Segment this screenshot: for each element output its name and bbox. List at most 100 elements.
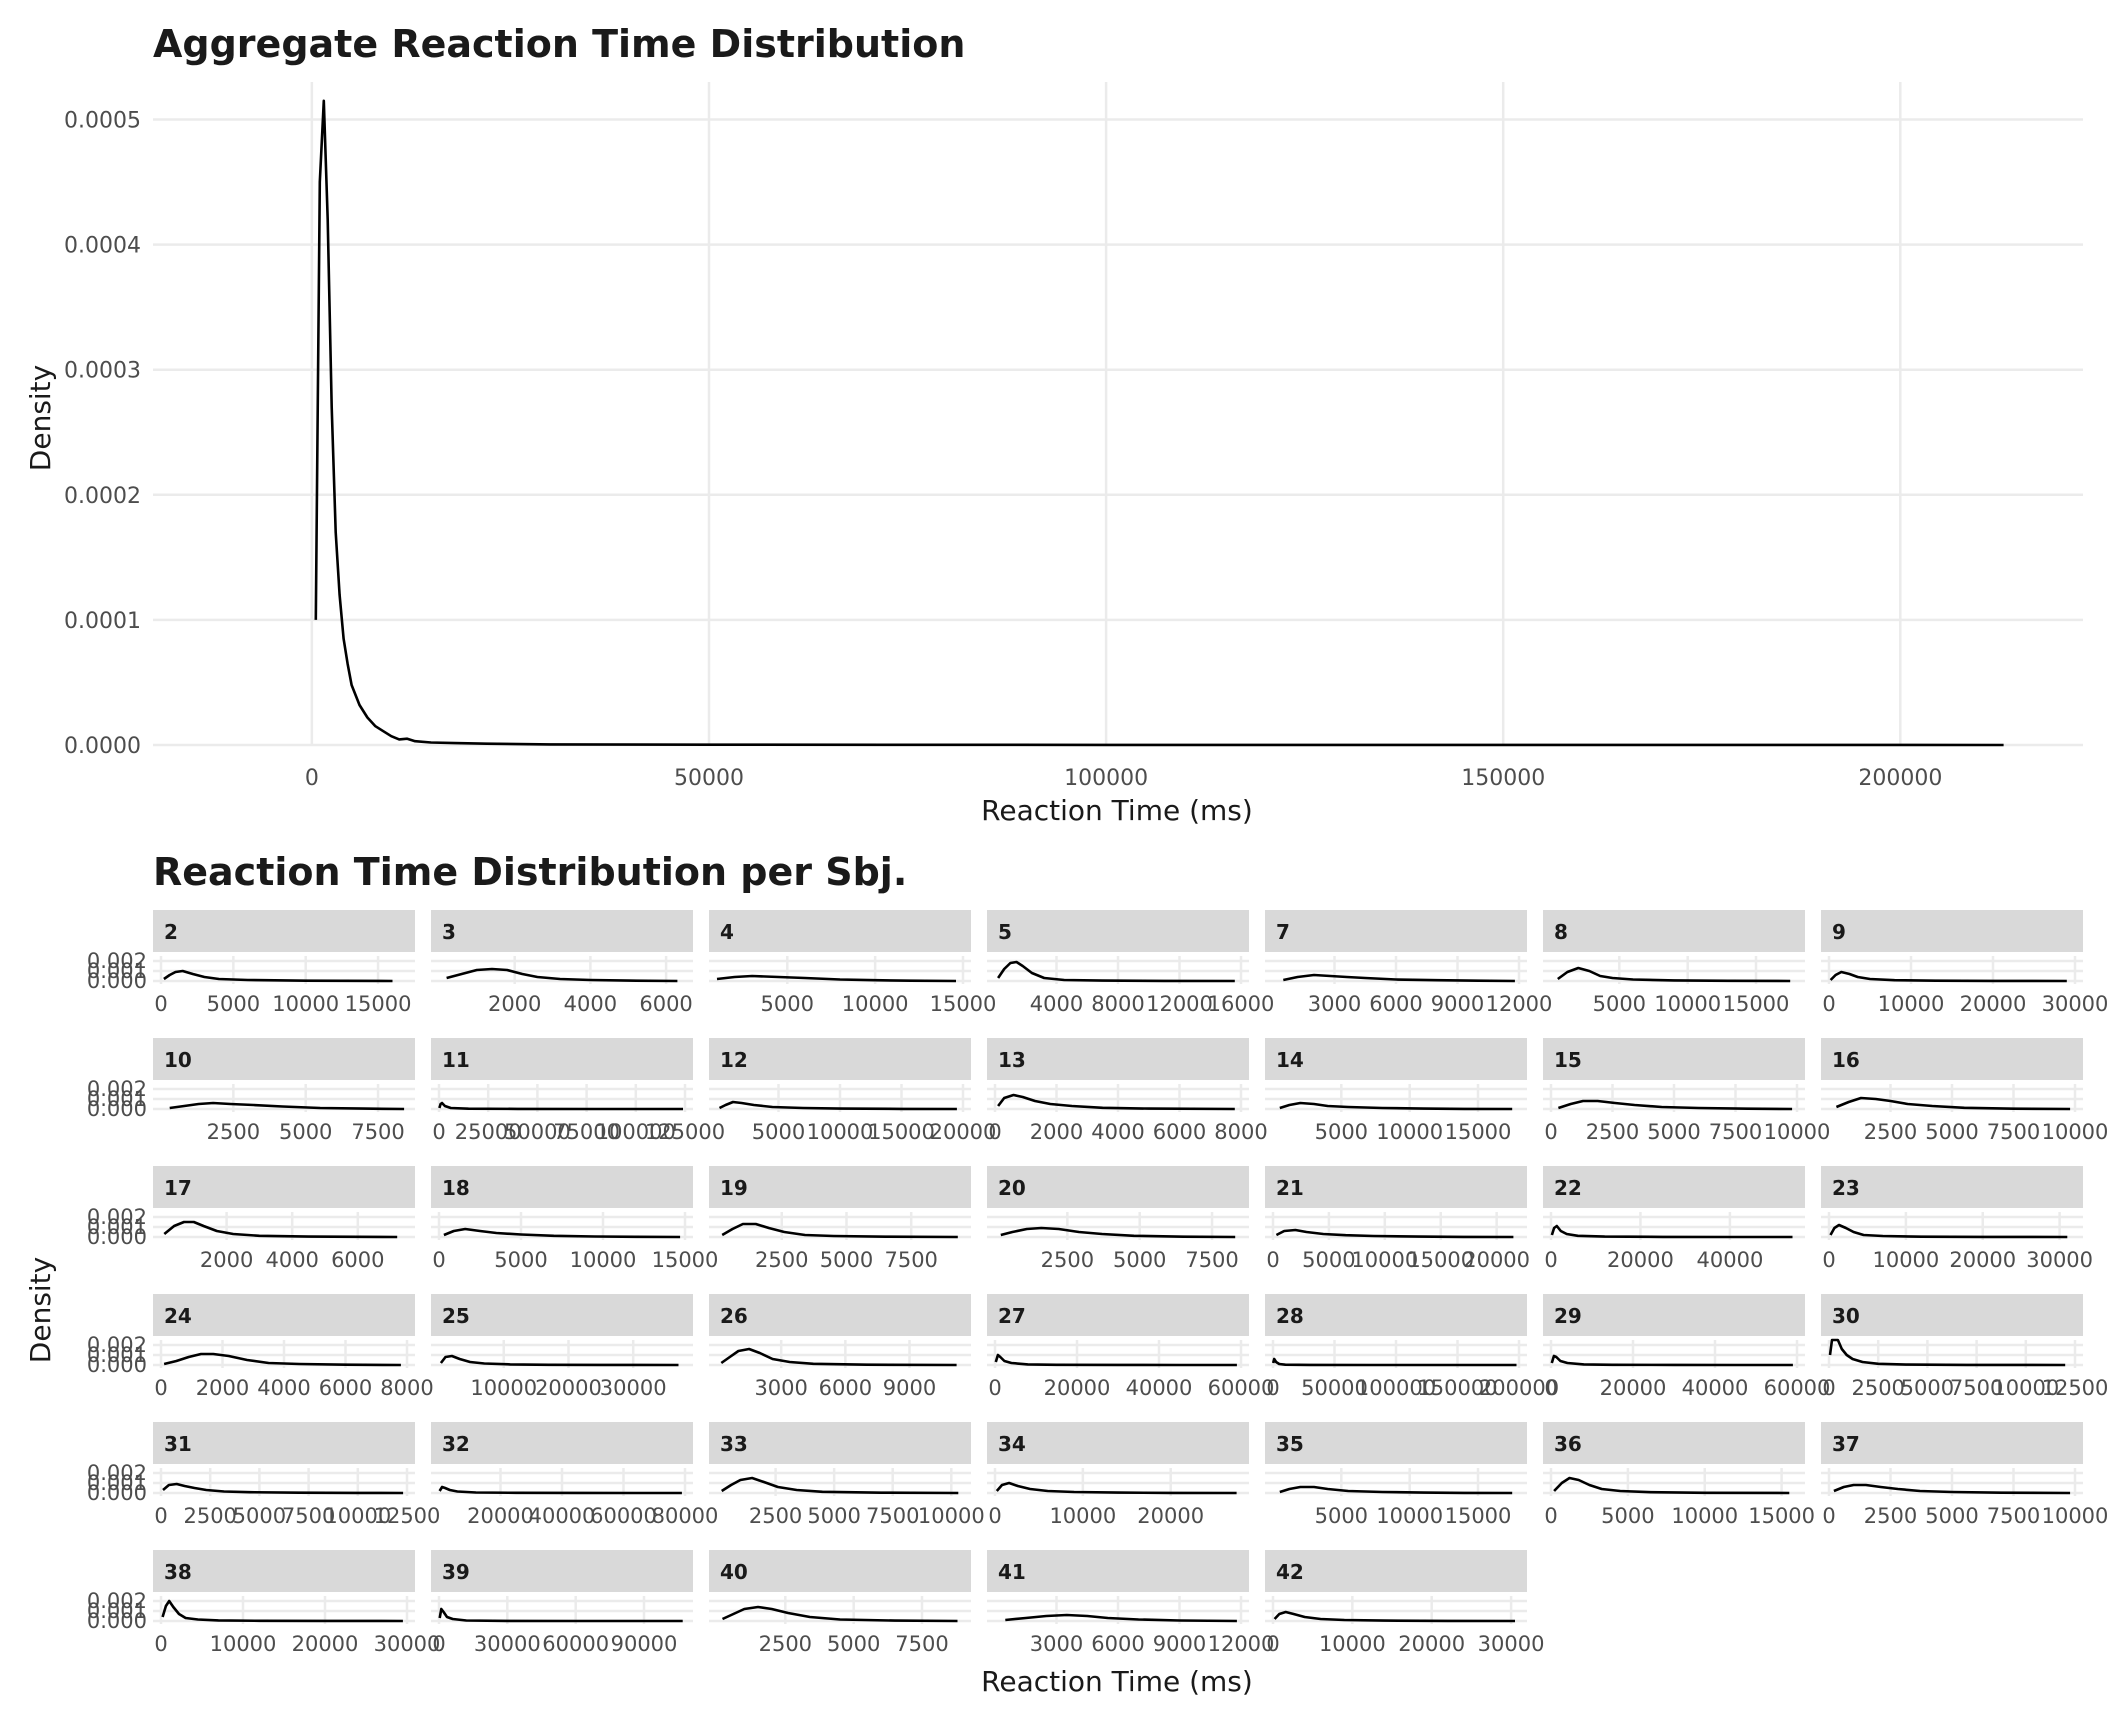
x-tick-label: 30000 — [2026, 1248, 2093, 1272]
x-tick-label: 0 — [1544, 1504, 1557, 1528]
facet-panel-42: 42 0 10000 20000 30000 — [1265, 1550, 1544, 1656]
x-tick-label: 20000 — [467, 1504, 534, 1528]
density-line — [997, 1093, 1235, 1111]
y-tick-label: 0.001 — [87, 1215, 147, 1239]
facet-strip — [709, 1550, 971, 1592]
density-line — [439, 1354, 679, 1367]
density-line — [1829, 970, 2067, 983]
x-tick-label: 60000 — [542, 1632, 609, 1656]
y-tick-label: 0.000 — [87, 969, 147, 993]
facet-strip — [153, 910, 415, 952]
density-line — [1833, 1483, 2071, 1495]
x-tick-label: 10000 — [842, 992, 909, 1016]
facet-strip-label: 23 — [1832, 1176, 1860, 1200]
x-tick-label: 2500 — [1851, 1376, 1904, 1400]
x-tick-label: 10000 — [1764, 1120, 1831, 1144]
x-tick-label: 0 — [988, 1120, 1001, 1144]
density-line — [1273, 1610, 1516, 1623]
facet-strip-label: 31 — [164, 1432, 192, 1456]
aggregate-x-axis-title: Reaction Time (ms) — [981, 794, 1253, 827]
facet-panel-41: 41 3000 6000 9000 12000 — [987, 1550, 1274, 1656]
facet-strip — [431, 1166, 693, 1208]
density-line — [438, 1101, 683, 1111]
x-tick-label: 7500 — [884, 1248, 937, 1272]
facet-strip — [709, 1294, 971, 1336]
density-line — [1557, 966, 1791, 983]
x-tick-label: 9000 — [883, 1376, 936, 1400]
facet-strip — [1543, 1038, 1805, 1080]
density-line — [443, 1227, 681, 1239]
y-tick-label: 0.001 — [87, 1343, 147, 1367]
x-tick-label: 7500 — [1987, 1120, 2040, 1144]
x-tick-label: 20000 — [1607, 1248, 1674, 1272]
facet-strip-label: 18 — [442, 1176, 470, 1200]
facet-strip — [153, 1294, 415, 1336]
facet-panel-27: 27 0 20000 40000 60000 — [987, 1294, 1274, 1400]
x-tick-label: 10000 — [1992, 1376, 2059, 1400]
facet-chart: Reaction Time Distribution per Sbj. Reac… — [24, 850, 2108, 1698]
facet-strip — [1543, 1294, 1805, 1336]
x-tick-label: 15000 — [1407, 1248, 1474, 1272]
x-tick-label: 0 — [432, 1632, 445, 1656]
x-tick-label: 15000 — [868, 1120, 935, 1144]
facet-strip-label: 36 — [1554, 1432, 1582, 1456]
facet-strip — [1821, 910, 2083, 952]
facet-y-axis-title: Density — [24, 1257, 57, 1363]
facet-panel-39: 39 0 30000 60000 90000 — [431, 1550, 693, 1656]
facet-strip-label: 28 — [1276, 1304, 1304, 1328]
y-tick-label: 0.0005 — [64, 109, 141, 134]
y-tick-label: 0.001 — [87, 1471, 147, 1495]
x-tick-label: 3000 — [754, 1376, 807, 1400]
facet-strip-label: 24 — [164, 1304, 192, 1328]
x-tick-label: 20000 — [1398, 1632, 1465, 1656]
x-tick-label: 12000 — [1146, 992, 1213, 1016]
density-line — [995, 1481, 1237, 1495]
facet-strip — [1821, 1422, 2083, 1464]
x-tick-label: 2500 — [1864, 1120, 1917, 1144]
x-tick-label: 4000 — [257, 1376, 310, 1400]
x-tick-label: 5000 — [1315, 1120, 1368, 1144]
x-tick-label: 5000 — [1925, 1120, 1978, 1144]
x-tick-label: 100000 — [1356, 1376, 1436, 1400]
x-tick-label: 10000 — [1319, 1632, 1386, 1656]
facet-strip — [431, 1422, 693, 1464]
facet-panel-20: 20 2500 5000 7500 — [987, 1166, 1249, 1272]
x-tick-label: 10000 — [210, 1632, 277, 1656]
x-tick-label: 0 — [154, 1376, 167, 1400]
facet-strip-label: 2 — [164, 920, 178, 944]
x-tick-label: 7500 — [1709, 1120, 1762, 1144]
y-tick-label: 0.002 — [87, 1205, 147, 1229]
x-tick-label: 2000 — [1030, 1120, 1083, 1144]
x-tick-label: 8000 — [1214, 1120, 1267, 1144]
x-tick-label: 50000 — [504, 1120, 571, 1144]
y-tick-label: 0.001 — [87, 1087, 147, 1111]
x-tick-label: 2500 — [183, 1504, 236, 1528]
x-tick-label: 20000 — [930, 1120, 997, 1144]
facet-strip — [987, 910, 1249, 952]
facet-strip-label: 11 — [442, 1048, 470, 1072]
x-tick-label: 40000 — [1697, 1248, 1764, 1272]
density-line — [721, 1222, 958, 1239]
facet-strip — [987, 1550, 1249, 1592]
x-tick-label: 60000 — [590, 1504, 657, 1528]
facet-strip-label: 40 — [720, 1560, 748, 1584]
x-tick-label: 0 — [1822, 1504, 1835, 1528]
x-tick-label: 60000 — [1764, 1376, 1831, 1400]
y-tick-label: 0.002 — [87, 1461, 147, 1485]
x-tick-label: 10000 — [1671, 1504, 1738, 1528]
x-tick-label: 10000 — [1872, 1248, 1939, 1272]
x-tick-label: 7500 — [351, 1120, 404, 1144]
facet-strip-label: 7 — [1276, 920, 1290, 944]
x-tick-label: 0 — [1544, 1248, 1557, 1272]
facet-strip-label: 42 — [1276, 1560, 1304, 1584]
x-tick-label: 0 — [154, 1504, 167, 1528]
facet-strip-label: 17 — [164, 1176, 192, 1200]
x-tick-label: 2000 — [200, 1248, 253, 1272]
x-tick-label: 3000 — [1308, 992, 1361, 1016]
x-tick-label: 2000 — [488, 992, 541, 1016]
facet-strip — [1265, 1294, 1527, 1336]
